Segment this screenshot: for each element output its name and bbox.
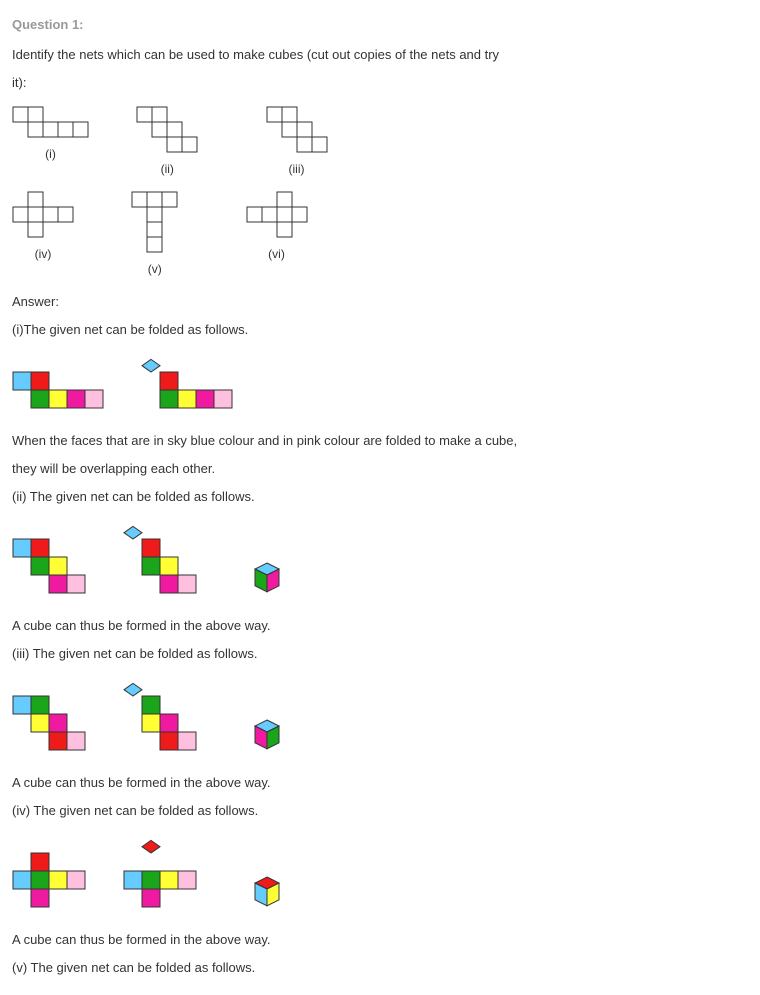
net-v: (v) [131, 191, 178, 281]
net-row-2: (iv) (v) (vi) [12, 191, 748, 281]
net-i: (i) [12, 106, 89, 166]
answer-part-v: (v) The given net can be folded as follo… [12, 955, 748, 981]
net-label-iii: (iii) [266, 157, 328, 181]
question-label: Question 1: [12, 12, 748, 38]
answer-overlap-2: they will be overlapping each other. [12, 456, 748, 482]
net-label-v: (v) [131, 257, 178, 281]
answer-label: Answer: [12, 289, 748, 315]
answer-formed-iii: A cube can thus be formed in the above w… [12, 770, 748, 796]
figure-iv-colored [12, 834, 748, 917]
net-ii: (ii) [136, 106, 198, 181]
answer-formed-ii: A cube can thus be formed in the above w… [12, 613, 748, 639]
question-prompt-line2: it): [12, 70, 748, 96]
answer-part-i: (i)The given net can be folded as follow… [12, 317, 748, 343]
net-iii: (iii) [266, 106, 328, 181]
net-label-ii: (ii) [136, 157, 198, 181]
answer-part-iv: (iv) The given net can be folded as foll… [12, 798, 748, 824]
answer-formed-iv: A cube can thus be formed in the above w… [12, 927, 748, 953]
question-prompt-line1: Identify the nets which can be used to m… [12, 42, 748, 68]
net-vi: (vi) [246, 191, 308, 266]
net-iv: (iv) [12, 191, 74, 266]
net-label-vi: (vi) [246, 242, 308, 266]
net-label-iv: (iv) [12, 242, 74, 266]
figure-ii-colored [12, 520, 748, 603]
figure-i-colored [12, 353, 748, 418]
answer-part-ii: (ii) The given net can be folded as foll… [12, 484, 748, 510]
answer-part-iii: (iii) The given net can be folded as fol… [12, 641, 748, 667]
answer-overlap-1: When the faces that are in sky blue colo… [12, 428, 748, 454]
net-label-i: (i) [12, 142, 89, 166]
net-row-1: (i) (ii) (iii) [12, 106, 748, 181]
figure-iii-colored [12, 677, 748, 760]
